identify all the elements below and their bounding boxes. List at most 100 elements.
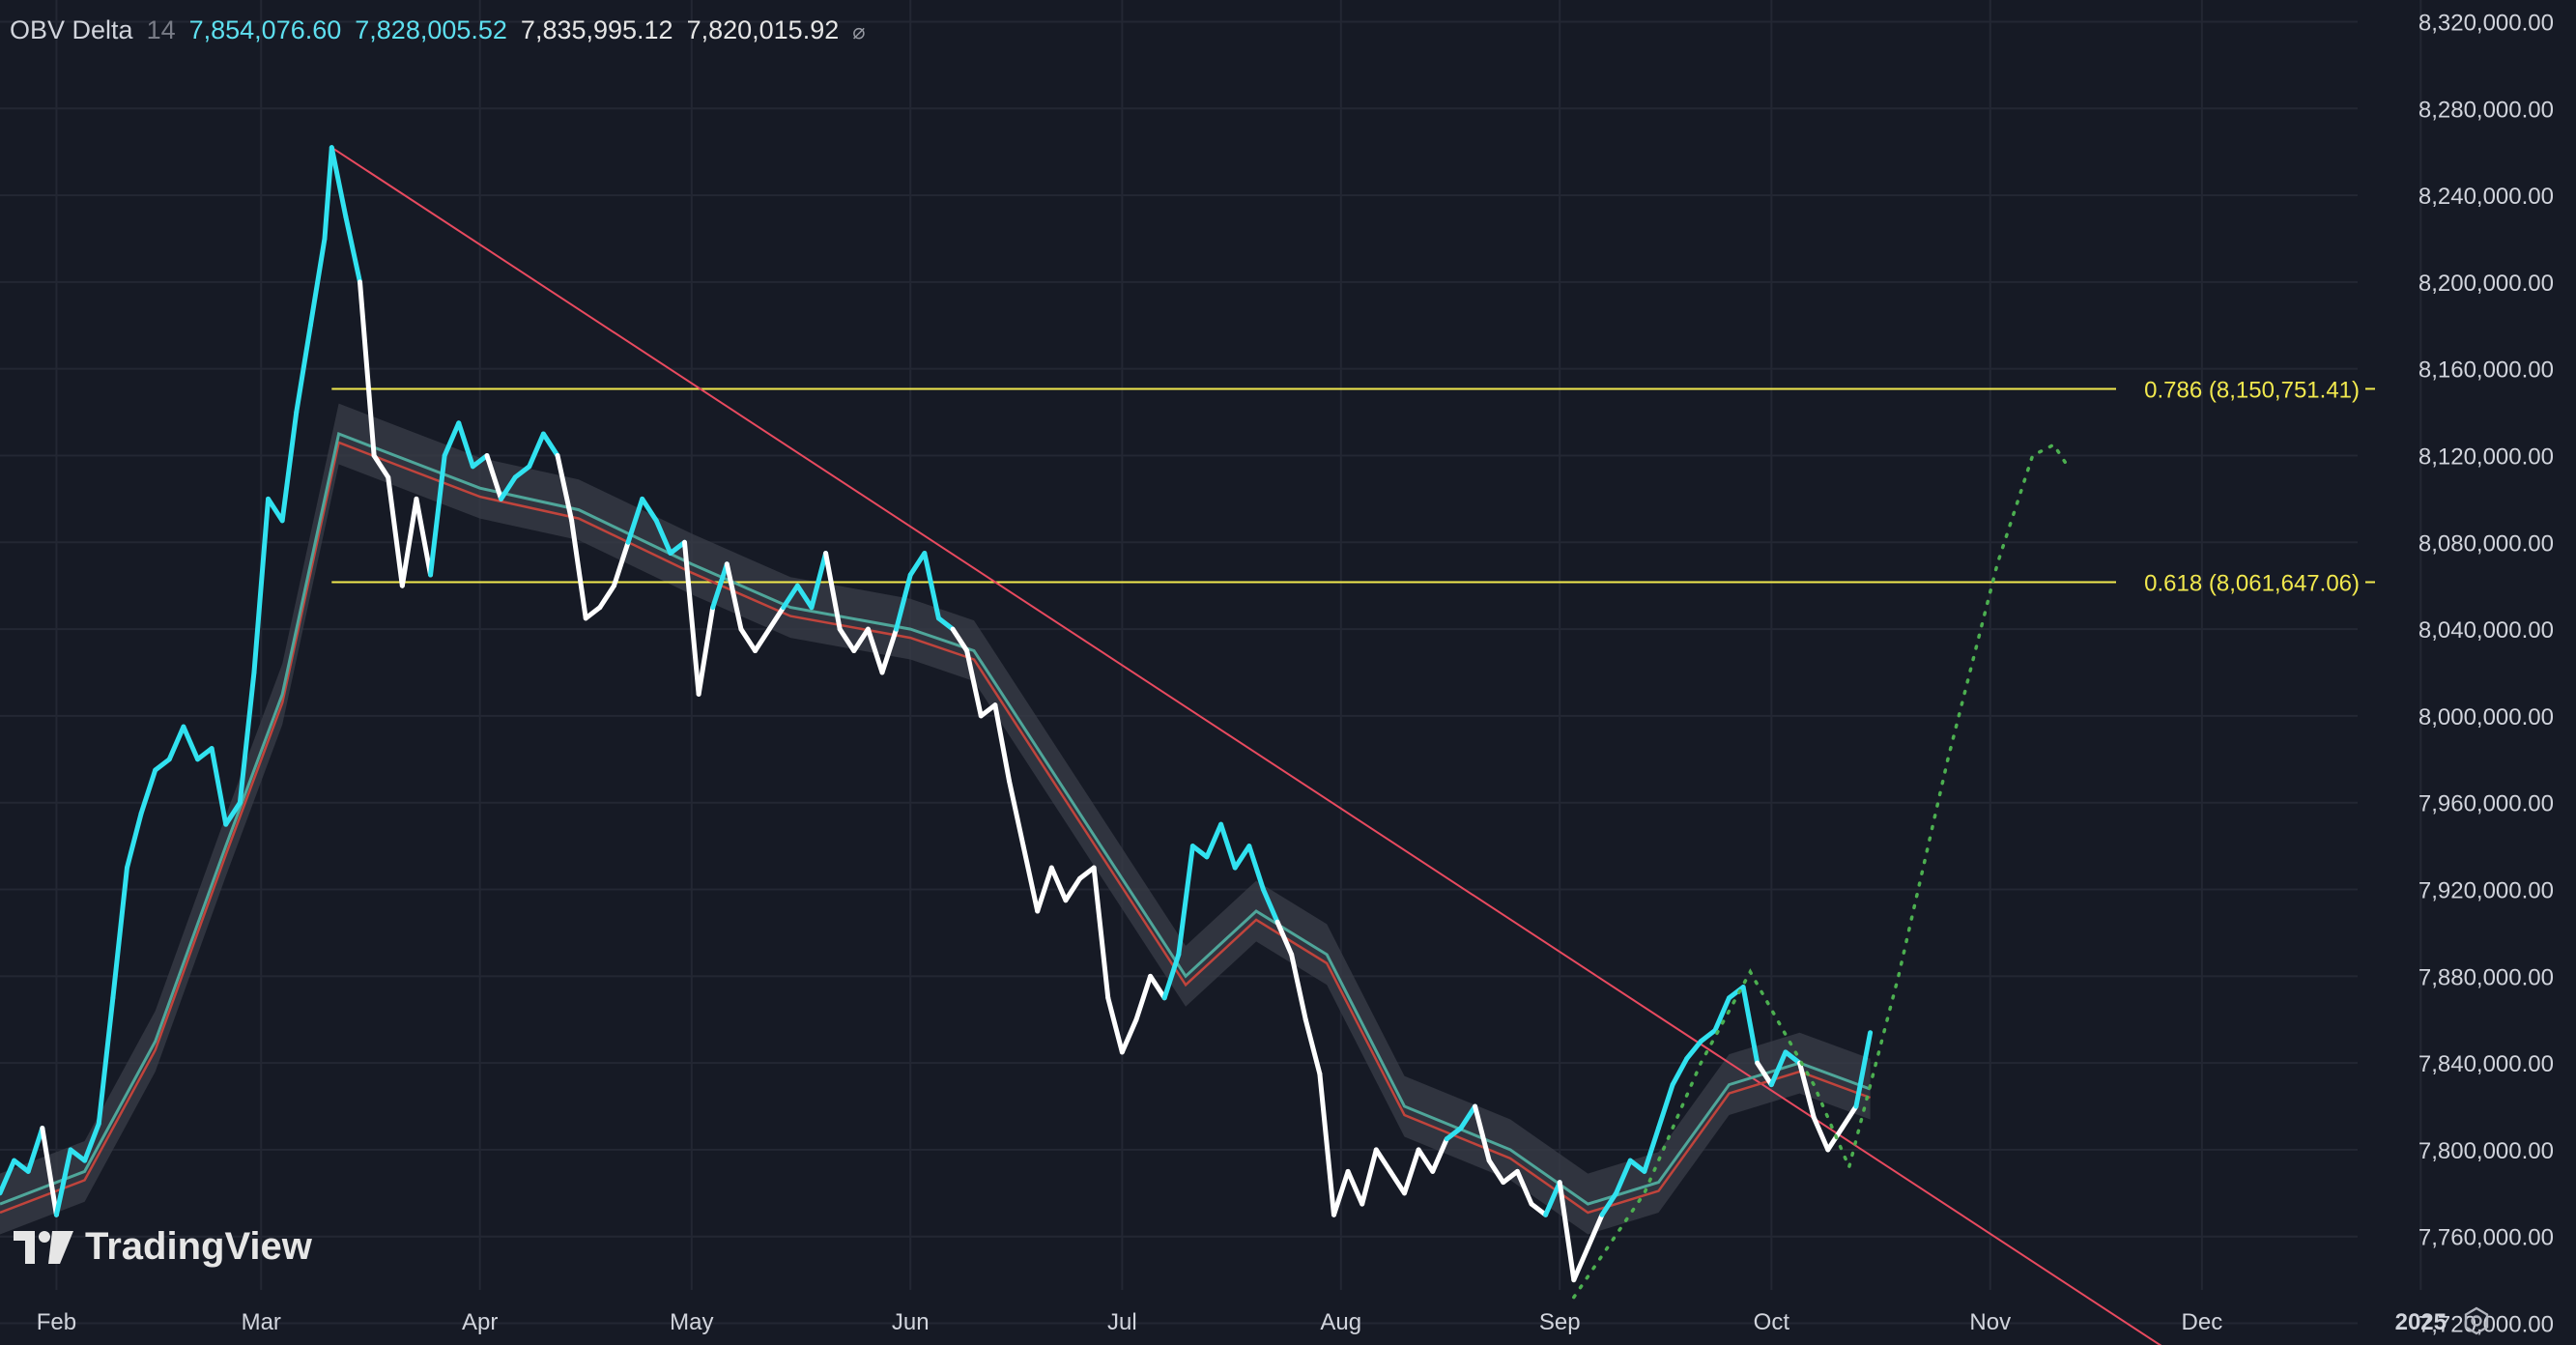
obv-segment	[1063, 875, 1083, 903]
fibonacci-levels[interactable]: 0.786 (8,150,751.41) 0.618 (8,061,647.06)	[331, 377, 2375, 596]
obv-segment	[1176, 844, 1195, 958]
obv-segment	[724, 561, 744, 632]
obv-segment	[1430, 1136, 1449, 1174]
obv-segment	[1444, 1125, 1464, 1142]
obv-segment	[0, 1158, 17, 1196]
obv-segment	[1557, 1180, 1577, 1283]
horizontal-grid	[0, 20, 2358, 1325]
obv-segment	[597, 583, 616, 611]
obv-segment	[1020, 844, 1041, 914]
ma-band	[0, 403, 1871, 1235]
obv-segment	[1035, 865, 1054, 914]
obv-segment	[894, 572, 913, 632]
obv-segment	[1642, 1125, 1661, 1174]
obv-segment	[12, 1158, 31, 1174]
obv-segment	[1388, 1168, 1408, 1196]
obv-segment	[1783, 1049, 1803, 1066]
y-tick-label: 8,200,000.00	[2419, 271, 2554, 297]
obv-segment	[414, 496, 434, 578]
obv-segment	[512, 464, 532, 480]
y-tick-label: 8,280,000.00	[2419, 97, 2554, 123]
legend-value-2: 7,828,005.52	[355, 15, 507, 44]
y-tick-label: 7,880,000.00	[2419, 964, 2554, 990]
trendline[interactable]	[330, 146, 2166, 1345]
y-tick-label: 8,040,000.00	[2419, 617, 2554, 644]
obv-segment	[1317, 1071, 1336, 1217]
obv-segment	[456, 420, 475, 470]
obv-segment	[837, 626, 857, 654]
obv-segment	[681, 539, 701, 697]
ma-band-area	[0, 403, 1871, 1235]
obv-segment	[1853, 1030, 1874, 1109]
obv-segment	[96, 995, 116, 1127]
obv-segment	[1571, 1245, 1590, 1283]
obv-segment	[1698, 1027, 1718, 1045]
obv-segment	[1712, 995, 1732, 1033]
price-axis[interactable]: 8,320,000.00 8,280,000.00 8,240,000.00 8,20…	[2419, 10, 2554, 1337]
obv-segment	[950, 626, 970, 654]
x-tick-label: Nov	[1969, 1309, 2011, 1335]
x-tick-label: Sep	[1539, 1309, 1581, 1335]
obv-segment	[527, 431, 546, 470]
y-tick-label: 8,000,000.00	[2419, 704, 2554, 730]
ma-fast-line	[0, 431, 1872, 1206]
obv-segment	[358, 279, 377, 458]
obv-segment	[1825, 1125, 1845, 1153]
obv-segment	[428, 452, 447, 578]
obv-segment	[1204, 821, 1224, 860]
obv-segment	[794, 583, 815, 611]
obv-segment	[53, 1147, 73, 1217]
y-tick-label: 8,240,000.00	[2419, 184, 2554, 210]
obv-segment	[823, 551, 843, 632]
time-axis[interactable]: Feb Mar Apr May Jun Jul Aug Sep Oct Nov Dec 2025	[37, 1309, 2447, 1335]
obv-segment	[209, 746, 229, 827]
obv-segment	[935, 615, 956, 632]
y-tick-label: 8,080,000.00	[2419, 530, 2554, 557]
obv-segment	[1232, 844, 1252, 871]
indicator-title[interactable]: OBV Delta	[10, 15, 133, 44]
x-tick-label: May	[670, 1309, 713, 1335]
obv-segment	[1345, 1168, 1365, 1207]
obv-segment	[766, 605, 787, 632]
obv-segment	[978, 702, 998, 719]
obv-segment	[1655, 1082, 1675, 1130]
obv-segment	[1755, 1060, 1774, 1088]
obv-segment	[809, 551, 829, 611]
gear-icon[interactable]	[2462, 1306, 2491, 1335]
obv-segment	[329, 145, 349, 220]
obv-segment	[237, 670, 257, 806]
trendline-segment[interactable]	[330, 146, 2166, 1345]
obv-segment	[399, 496, 419, 588]
obv-segment	[1402, 1147, 1421, 1196]
obv-segment	[1119, 1016, 1139, 1055]
obv-segment	[1274, 919, 1295, 958]
obv-segment	[555, 452, 575, 524]
obv-segment	[1768, 1049, 1789, 1088]
obv-segment	[583, 605, 603, 621]
projection-line[interactable]	[1572, 443, 2070, 1300]
obv-segment	[668, 539, 687, 557]
obv-segment	[223, 800, 243, 827]
eye-crossed-icon[interactable]: ⌀	[852, 19, 866, 43]
x-tick-label: Jun	[892, 1309, 930, 1335]
obv-segment	[470, 452, 490, 470]
obv-segment	[1260, 887, 1280, 925]
y-tick-label: 8,320,000.00	[2419, 10, 2554, 36]
obv-segment	[251, 496, 272, 675]
obv-segment	[1302, 1016, 1323, 1076]
obv-segment	[1091, 865, 1111, 1001]
obv-segment	[195, 746, 215, 762]
indicator-legend[interactable]: OBV Delta 14 7,854,076.60 7,828,005.52 7…	[10, 15, 865, 45]
obv-segment	[343, 215, 363, 285]
y-tick-label: 7,760,000.00	[2419, 1225, 2554, 1251]
x-tick-label: Jul	[1107, 1309, 1137, 1335]
obv-segment	[753, 626, 772, 654]
obv-segment	[1006, 778, 1026, 849]
tradingview-logo[interactable]: TradingView	[14, 1225, 312, 1269]
legend-value-4: 7,820,015.92	[686, 15, 840, 44]
obv-segment	[82, 1121, 101, 1163]
projection-path[interactable]	[1572, 443, 2070, 1300]
obv-segment	[922, 551, 941, 621]
y-tick-label: 7,800,000.00	[2419, 1138, 2554, 1164]
